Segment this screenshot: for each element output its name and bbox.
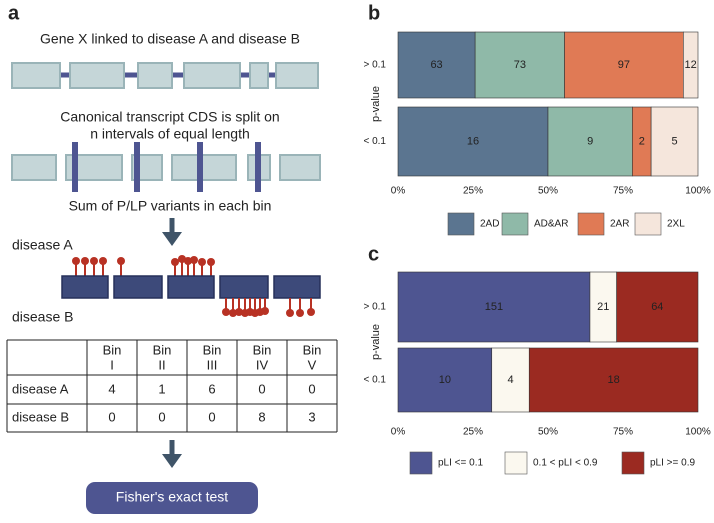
legend-swatch (409, 451, 433, 475)
arrow (162, 440, 182, 468)
table-header: Bin (153, 342, 172, 357)
x-tick-label: 50% (538, 186, 558, 197)
legend-swatch (501, 212, 529, 236)
lollipops-b (222, 298, 315, 317)
data-label: 97 (618, 59, 630, 71)
bar-segment (474, 31, 565, 99)
table-cell: disease A (12, 381, 69, 396)
legend-swatch (634, 212, 662, 236)
bar-segment (528, 347, 699, 413)
table-header: V (308, 357, 317, 372)
y-axis-label: p-value (370, 324, 382, 360)
bar-segment (397, 347, 493, 413)
data-label: 18 (608, 374, 620, 386)
y-axis-label: p-value (370, 86, 382, 122)
table-header: Bin (303, 342, 322, 357)
x-tick-label: 0% (391, 427, 406, 438)
step-text: Sum of P/LP variants in each bin (69, 198, 272, 214)
legend-swatch (621, 451, 645, 475)
table-header: IV (256, 357, 269, 372)
table-cell: 4 (108, 381, 115, 396)
data-label: 10 (439, 374, 451, 386)
x-tick-label: 100% (685, 186, 711, 197)
table-cell: 8 (258, 409, 265, 424)
table-cell: 6 (208, 381, 215, 396)
table-cell: 0 (308, 381, 315, 396)
data-label: 151 (485, 301, 503, 313)
panel-label: b (368, 2, 380, 24)
bar-segment (616, 271, 699, 343)
panel-label: a (8, 2, 20, 24)
table-cell: 0 (208, 409, 215, 424)
table-header: Bin (103, 342, 122, 357)
bar-segment (589, 271, 617, 343)
table-header: Bin (253, 342, 272, 357)
arrow (162, 218, 182, 246)
x-tick-label: 100% (685, 427, 711, 438)
legend-label: 2AD (480, 219, 499, 230)
table-cell: disease B (12, 409, 69, 424)
x-tick-label: 25% (463, 186, 483, 197)
step-text: n intervals of equal length (90, 126, 250, 142)
x-tick-label: 0% (391, 186, 406, 197)
legend-label: pLI >= 0.9 (650, 458, 695, 469)
bar-segment (397, 271, 591, 343)
bar-segment (491, 347, 530, 413)
data-label: 16 (467, 135, 479, 147)
table-header: III (207, 357, 218, 372)
legend-label: pLI <= 0.1 (438, 458, 483, 469)
y-tick-label: > 0.1 (363, 60, 386, 71)
lollipops-a (72, 255, 215, 276)
bar-segment (547, 106, 633, 177)
data-label: 64 (651, 301, 663, 313)
data-label: 5 (672, 135, 678, 147)
table-cell: 0 (158, 409, 165, 424)
table (6, 339, 338, 433)
x-tick-label: 25% (463, 427, 483, 438)
x-tick-label: 50% (538, 427, 558, 438)
bar-segment (397, 106, 549, 177)
data-label: 4 (507, 374, 513, 386)
data-label: 9 (587, 135, 593, 147)
table-cell: 0 (258, 381, 265, 396)
step-text: Canonical transcript CDS is split on (60, 109, 279, 125)
legend-label: AD&AR (534, 219, 568, 230)
data-label: 2 (639, 135, 645, 147)
step-text: Gene X linked to disease A and disease B (40, 31, 300, 47)
y-tick-label: > 0.1 (363, 302, 386, 313)
table-cell: 1 (158, 381, 165, 396)
bins (61, 275, 321, 299)
table-header: Bin (203, 342, 222, 357)
data-label: 21 (597, 301, 609, 313)
track-label: disease B (12, 309, 73, 325)
data-label: 73 (514, 59, 526, 71)
panel-label: c (368, 243, 379, 265)
button-text: Fisher's exact test (116, 489, 228, 505)
legend-swatch (577, 212, 605, 236)
legend-label: 2AR (610, 219, 629, 230)
split-model (11, 142, 321, 192)
legend-label: 2XL (667, 219, 685, 230)
legend-swatch (447, 212, 475, 236)
track-label: disease A (12, 237, 73, 253)
bar-segment (564, 31, 684, 99)
y-tick-label: < 0.1 (363, 375, 386, 386)
legend-label: 0.1 < pLI < 0.9 (533, 458, 598, 469)
gene-model (11, 62, 319, 89)
bar-segment (683, 31, 699, 99)
y-tick-label: < 0.1 (363, 136, 386, 147)
bar-segment (397, 31, 476, 99)
table-cell: 0 (108, 409, 115, 424)
x-tick-label: 75% (613, 186, 633, 197)
legend-swatch (504, 451, 528, 475)
table-header: I (110, 357, 114, 372)
x-tick-label: 75% (613, 427, 633, 438)
button (86, 482, 258, 514)
data-label: 63 (430, 59, 442, 71)
data-label: 12 (685, 59, 697, 71)
bar-segment (650, 106, 699, 177)
table-cell: 3 (308, 409, 315, 424)
table-header: II (158, 357, 165, 372)
